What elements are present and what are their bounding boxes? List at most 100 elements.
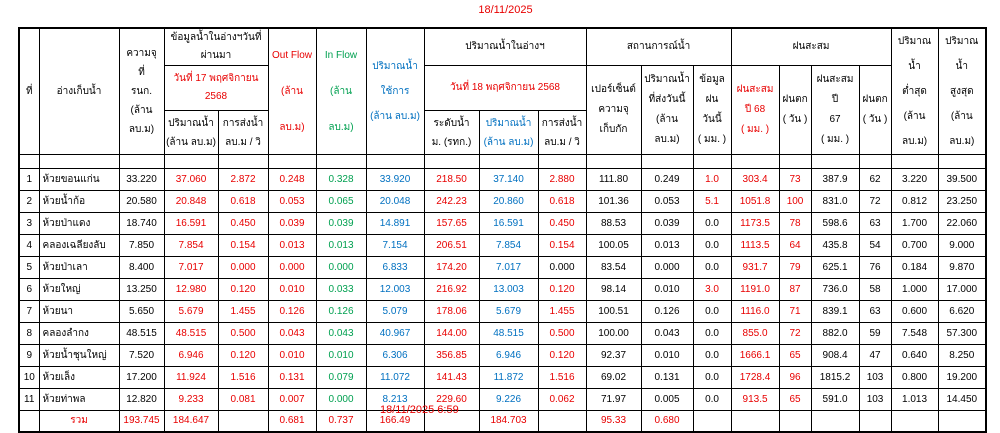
cell-vol_min [890,410,939,433]
cell-name: ห้วยป่าเลา [38,256,120,279]
cell-capacity: 193.745 [118,410,165,433]
cell-in_flow: 0.039 [315,212,367,235]
table-header: ที่ อ่างเก็บน้ำ ความจุ ที่ รนก. (ล้าน ลบ… [18,27,987,155]
cell-no: 8 [18,322,40,345]
cell-vol_min [890,154,939,169]
cell-vol_min: 1.013 [890,388,939,411]
cell-pct_capacity: 100.00 [585,322,642,345]
col-header-percent-capacity: เปอร์เซ็นต์ ความจุ เก็บกัก [585,65,642,155]
cell-level: 206.51 [423,234,480,257]
cell-no: 2 [18,190,40,213]
cell-usable: 5.079 [365,300,425,323]
cell-name: คลองเฉลียงลับ [38,234,120,257]
cell-capacity: 18.740 [118,212,165,235]
cell-discharge_today: 0.500 [537,322,587,345]
cell-in_flow: 0.010 [315,344,367,367]
col-header-today-discharge: การส่งน้ำ ลบ.ม / วิ [537,110,587,155]
cell-rain_accum_67: 598.6 [810,212,860,235]
cell-in_flow: 0.737 [315,410,367,433]
cell-usable: 6.833 [365,256,425,279]
cell-name: คลองลำกง [38,322,120,345]
cell-in_flow: 0.043 [315,322,367,345]
cell-capacity: 7.520 [118,344,165,367]
col-header-today-level: ระดับน้ำ ม. (รทก.) [423,110,480,155]
col-header-today-date: วันที่ 18 พฤศจิกายน 2568 [423,65,587,111]
cell-sent_today: 0.680 [640,410,694,433]
cell-vol_min: 0.800 [890,366,939,389]
cell-rain_days_68: 65 [778,344,812,367]
table-row: 4 คลองเฉลียงลับ 7.850 7.854 0.154 0.013 0.013 7… [18,234,987,257]
cell-sent_today: 0.039 [640,212,694,235]
cell-vol_min: 0.600 [890,300,939,323]
cell-pct_capacity: 111.80 [585,168,642,191]
cell-rain_accum_67: 591.0 [810,388,860,411]
report-timestamp: 18/11/2025 6:59 [380,404,459,416]
cell-in_flow: 0.328 [315,168,367,191]
cell-rain_today: 0.0 [692,344,732,367]
cell-vol_prev: 5.679 [163,300,219,323]
cell-out_flow: 0.681 [267,410,317,433]
cell-level: 174.20 [423,256,480,279]
cell-vol_min: 1.700 [890,212,939,235]
cell-rain_accum_68 [730,154,780,169]
cell-rain_today: 1.0 [692,168,732,191]
cell-usable: 7.154 [365,234,425,257]
cell-discharge_prev: 0.618 [217,190,269,213]
cell-rain_days_68 [778,154,812,169]
cell-name: รวม [38,410,120,433]
cell-capacity: 20.580 [118,190,165,213]
cell-discharge_today: 0.618 [537,190,587,213]
cell-out_flow [267,154,317,169]
cell-in_flow: 0.000 [315,388,367,411]
col-header-in-flow: In Flow (ล้าน ลบ.ม) [315,27,367,155]
cell-vol_prev: 12.980 [163,278,219,301]
cell-usable: 14.891 [365,212,425,235]
cell-rain_accum_67: 736.0 [810,278,860,301]
cell-out_flow: 0.010 [267,278,317,301]
cell-discharge_prev: 0.450 [217,212,269,235]
cell-rain_days_68: 73 [778,168,812,191]
cell-vol_today: 20.860 [478,190,539,213]
cell-rain_days_67: 59 [858,322,892,345]
cell-rain_accum_68: 931.7 [730,256,780,279]
cell-discharge_today: 0.154 [537,234,587,257]
cell-level: 178.06 [423,300,480,323]
cell-rain_days_67: 63 [858,212,892,235]
cell-rain_days_67: 76 [858,256,892,279]
cell-rain_accum_67: 625.1 [810,256,860,279]
cell-vol_max: 19.200 [937,366,987,389]
cell-rain_days_67: 103 [858,366,892,389]
cell-vol_max [937,410,987,433]
cell-out_flow: 0.039 [267,212,317,235]
cell-discharge_prev: 0.154 [217,234,269,257]
cell-in_flow [315,154,367,169]
cell-rain_days_68: 78 [778,212,812,235]
cell-rain_accum_68: 1173.5 [730,212,780,235]
cell-discharge_prev: 2.872 [217,168,269,191]
cell-sent_today: 0.131 [640,366,694,389]
group-header-today-volume: ปริมาณน้ำในอ่างฯ [423,27,587,66]
cell-rain_days_68: 71 [778,300,812,323]
cell-in_flow: 0.065 [315,190,367,213]
cell-vol_max: 57.300 [937,322,987,345]
cell-no: 5 [18,256,40,279]
cell-vol_prev: 37.060 [163,168,219,191]
cell-sent_today: 0.043 [640,322,694,345]
cell-vol_today: 6.946 [478,344,539,367]
col-header-out-flow: Out Flow (ล้าน ลบ.ม) [267,27,317,155]
cell-vol_max: 39.500 [937,168,987,191]
cell-discharge_prev: 0.000 [217,256,269,279]
cell-rain_days_68: 79 [778,256,812,279]
cell-sent_today: 0.010 [640,344,694,367]
cell-no: 4 [18,234,40,257]
cell-vol_prev: 16.591 [163,212,219,235]
cell-vol_max: 23.250 [937,190,987,213]
cell-capacity: 5.650 [118,300,165,323]
cell-out_flow: 0.248 [267,168,317,191]
cell-sent_today: 0.013 [640,234,694,257]
table-row: 6 ห้วยใหญ่ 13.250 12.980 0.120 0.010 0.033 12.0… [18,278,987,301]
table-row: 9 ห้วยน้ำชุนใหญ่ 7.520 6.946 0.120 0.010 0.010… [18,344,987,367]
col-header-previous-date: วันที่ 17 พฤศจิกายน 2568 [163,65,269,111]
cell-vol_prev: 48.515 [163,322,219,345]
cell-vol_max: 6.620 [937,300,987,323]
